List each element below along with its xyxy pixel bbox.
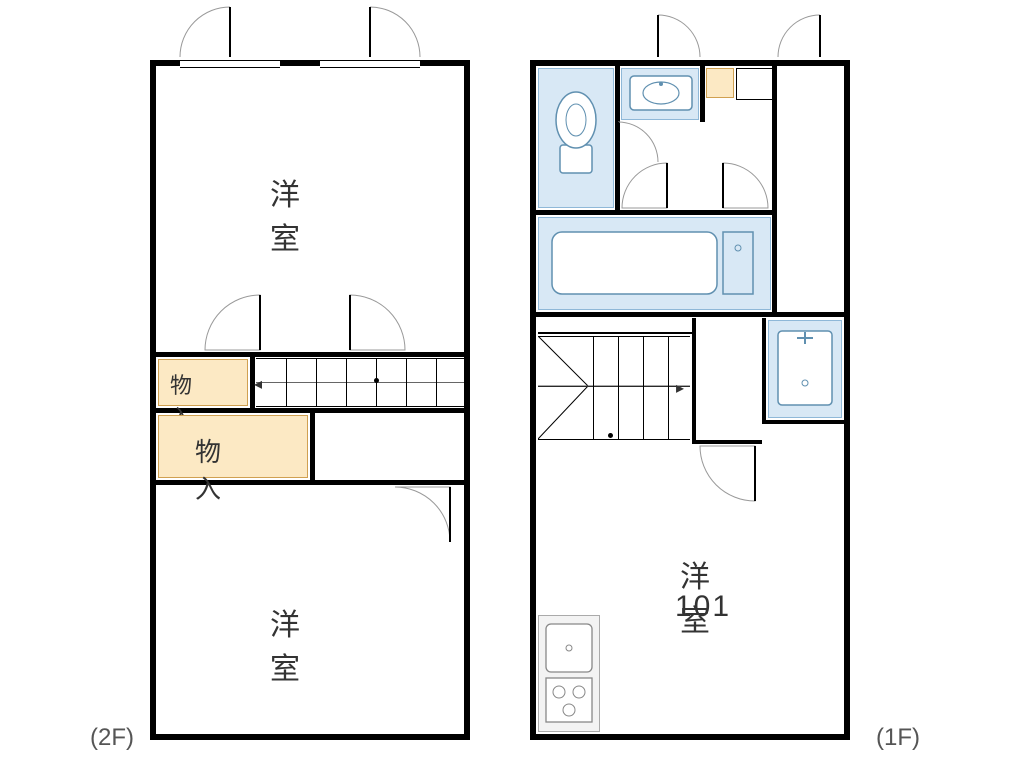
stairs-2f: ◂ [256, 358, 464, 407]
wall-1f-v5 [762, 318, 766, 423]
toilet-icon [545, 85, 607, 180]
wall-2f-right [464, 60, 470, 740]
closet-2f-2-label: 物入 [195, 432, 221, 506]
wall-1f-v1 [615, 62, 620, 212]
wall-1f-h2 [530, 312, 850, 317]
entry-hall [736, 68, 773, 100]
window-2f-top-2 [320, 60, 420, 68]
wall-1f-h4 [762, 420, 848, 424]
sink-icon [775, 328, 835, 410]
wall-1f-h3 [692, 440, 762, 444]
wall-2f-bottom [150, 734, 470, 740]
stair-dot-1f-icon [608, 433, 613, 438]
window-2f-top-1 [180, 60, 280, 68]
wall-1f-v4 [692, 318, 696, 443]
stair-dot-icon [374, 378, 379, 383]
wall-1f-right [844, 60, 850, 740]
vanity-icon [628, 74, 694, 114]
room-2f-upper-label: 洋室 [270, 170, 300, 258]
floor-2f-label: (2F) [90, 724, 134, 752]
closet-2f-2 [158, 415, 308, 478]
wall-1f-top [530, 60, 850, 66]
floorplan-canvas: 物入 物入 ◂ [0, 0, 1016, 773]
wall-1f-h1 [530, 210, 776, 215]
wall-2f-v2 [310, 413, 315, 483]
wall-1f-left [530, 60, 536, 740]
entry-accent [706, 68, 734, 98]
kitchen-icon [542, 620, 596, 728]
room-2f-lower-label: 洋室 [270, 600, 300, 688]
stair-arrow-right-icon: ▸ [676, 378, 684, 398]
wall-2f-left [150, 60, 156, 740]
wall-1f-h5 [538, 332, 694, 334]
wall-1f-bottom [530, 734, 850, 740]
wall-2f-h1 [150, 352, 470, 357]
stairs-1f: ▸ [538, 336, 690, 440]
floor-1f-label: (1F) [876, 724, 920, 752]
stair-arrow-left-icon: ◂ [254, 374, 262, 394]
wall-1f-v2 [700, 62, 705, 122]
room-1f-number: 101 [675, 590, 731, 624]
bathtub-icon [548, 228, 758, 300]
